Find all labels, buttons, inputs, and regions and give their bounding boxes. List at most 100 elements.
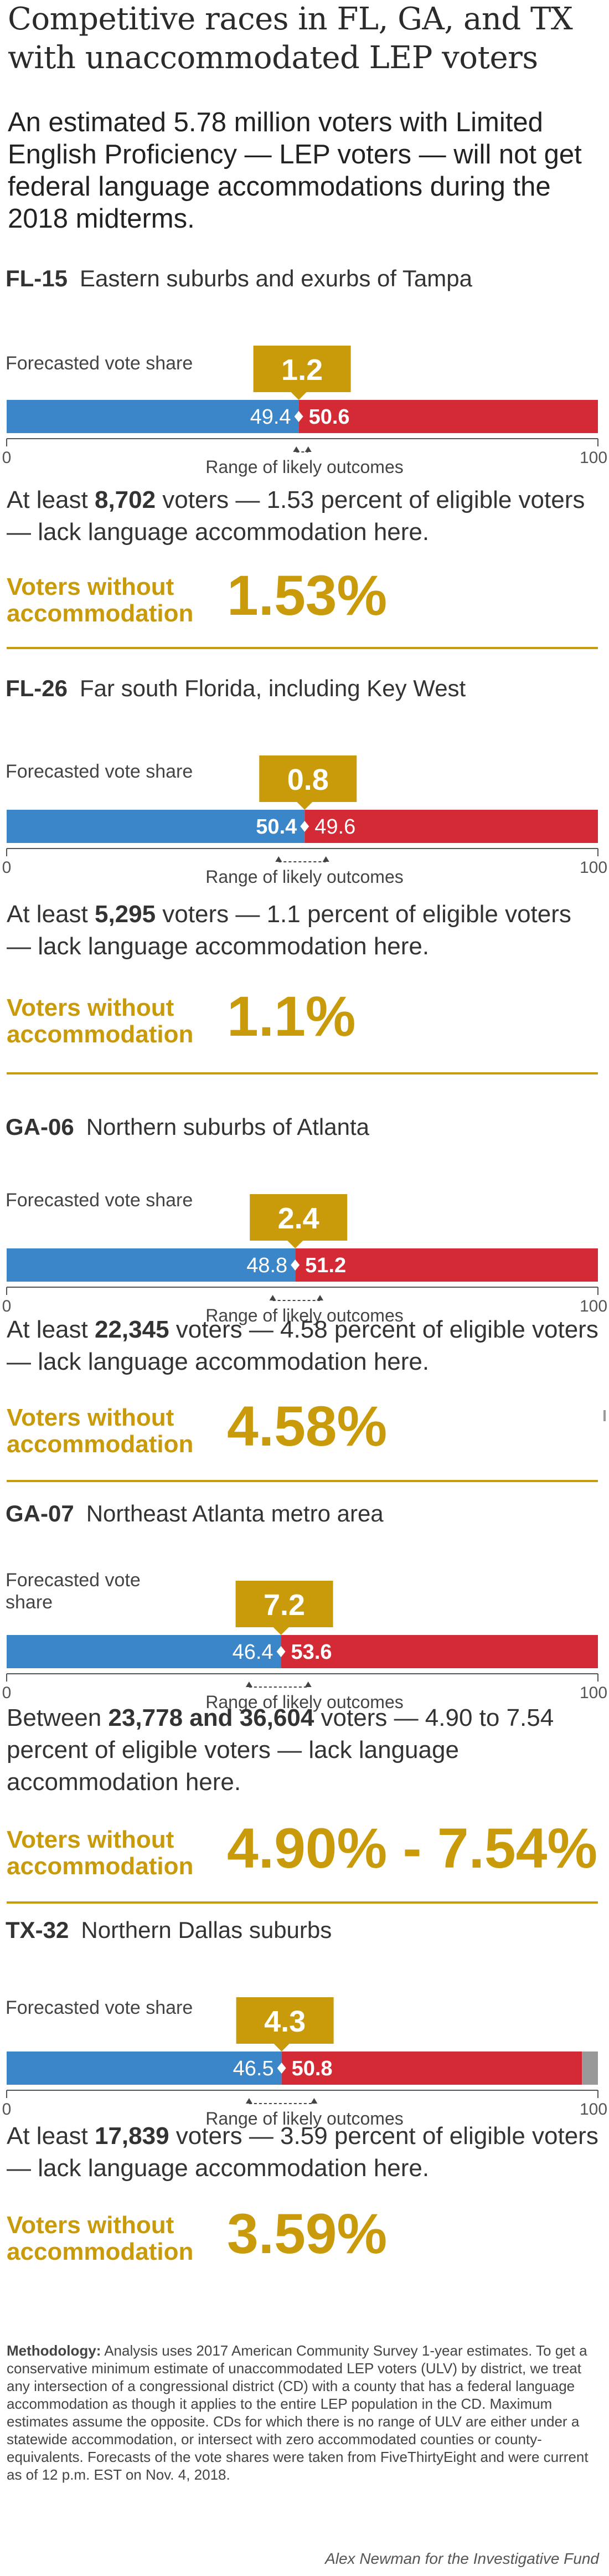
unaccommodated-percent: 1.1% [227, 985, 356, 1048]
bar-segment-dem [7, 1248, 296, 1282]
margin-value: 2.4 [278, 1202, 319, 1235]
axis-tick-label-max: 100 [580, 858, 607, 877]
unaccommodated-percent: 1.53% [227, 564, 388, 627]
unaccommodated-percent: 3.59% [227, 2202, 388, 2265]
margin-badge-pointer [287, 1241, 303, 1248]
district-header: GA-06 Northern suburbs of Atlanta [6, 1113, 369, 1141]
range-label: Range of likely outcomes [205, 1305, 404, 1325]
axis-tick-label-min: 0 [2, 1297, 12, 1315]
rep-share-label: 49.6 [314, 815, 355, 839]
bar-segment-dem [7, 810, 305, 843]
desc-prefix: At least [7, 2122, 95, 2150]
district-section: FL-15 Eastern suburbs and exurbs of Tampa… [0, 265, 609, 686]
voters-label-line2: accommodation [7, 1431, 194, 1458]
accommodation-description: At least 8,702 voters — 1.53 percent of … [7, 484, 599, 548]
range-marker-low [293, 446, 300, 452]
voters-label-line1: Voters without [7, 573, 174, 600]
rep-share-label: 50.8 [292, 2057, 333, 2080]
voters-label-line2: accommodation [7, 1853, 194, 1880]
accommodation-description: At least 5,295 voters — 1.1 percent of e… [7, 898, 599, 963]
voter-count: 8,702 [94, 486, 156, 513]
vote-share-chart: 7.2 46.4 53.6 0 100 Range of likely outcomes [2, 1581, 607, 1712]
bar-segment-rep [281, 2051, 582, 2085]
district-header: FL-15 Eastern suburbs and exurbs of Tampa [6, 265, 472, 292]
range-label: Range of likely outcomes [205, 1692, 404, 1712]
range-label: Range of likely outcomes [205, 457, 404, 477]
bar-segment-other [582, 2051, 598, 2085]
vote-share-chart: 0.8 50.4 49.6 0 100 Range of likely outcomes [2, 755, 607, 887]
range-marker-low [269, 1295, 276, 1300]
rep-share-label: 51.2 [305, 1254, 346, 1277]
margin-value: 4.3 [264, 2005, 306, 2038]
axis-tick-label-min: 0 [2, 449, 12, 467]
voter-count: 22,345 [94, 1316, 169, 1343]
voters-label-line1: Voters without [7, 2212, 174, 2239]
district-header: TX-32 Northern Dallas suburbs [6, 1916, 332, 1944]
section-divider [7, 1072, 598, 1074]
district-description: Northeast Atlanta metro area [86, 1500, 384, 1526]
district-code: TX-32 [6, 1917, 69, 1943]
axis-tick-label-max: 100 [580, 1297, 607, 1315]
forecasted-vote-share-label: Forecasted vote share [6, 1997, 193, 2018]
section-divider [7, 647, 598, 649]
margin-badge [250, 1194, 348, 1241]
axis-tick-label-max: 100 [580, 1684, 607, 1702]
desc-suffix: voters — 4.58 percent of eligible voters… [7, 1316, 598, 1375]
voters-label-line1: Voters without [7, 994, 174, 1021]
district-section: TX-32 Northern Dallas suburbs Forecasted v… [0, 1916, 609, 2337]
district-description: Northern suburbs of Atlanta [86, 1114, 370, 1140]
bar-segment-dem [7, 1635, 281, 1668]
unaccommodated-percent: 4.58% [227, 1395, 388, 1458]
voters-label-line1: Voters without [7, 1404, 174, 1431]
bar-segment-dem [7, 400, 299, 433]
edge-tick-mark [603, 1410, 606, 1421]
range-marker-low [275, 856, 282, 862]
district-section: FL-26 Far south Florida, including Key We… [0, 675, 609, 1096]
desc-prefix: At least [7, 486, 95, 513]
methodology-text: Analysis uses 2017 American Community Su… [7, 2342, 589, 2483]
desc-prefix: At least [7, 901, 95, 928]
district-code: FL-26 [6, 675, 68, 701]
dem-share-label: 48.8 [246, 1254, 287, 1277]
dem-share-label: 46.4 [233, 1641, 273, 1664]
accommodation-description: At least 17,839 voters — 3.59 percent of… [7, 2120, 599, 2184]
voters-label-line1: Voters without [7, 1826, 174, 1853]
voter-count: 5,295 [94, 901, 156, 928]
credit: Alex Newman for the Investigative Fund [325, 2550, 599, 2567]
margin-value: 7.2 [264, 1588, 305, 1622]
boundary-marker [276, 1646, 286, 1657]
forecasted-vote-share-label: Forecasted vote share [6, 761, 193, 782]
rep-share-label: 50.6 [309, 405, 350, 429]
forecasted-vote-share-label: Forecasted vote share [6, 353, 193, 374]
range-marker-high [304, 1682, 312, 1687]
desc-prefix: At least [7, 1316, 95, 1343]
boundary-marker [277, 2063, 286, 2074]
range-label: Range of likely outcomes [205, 867, 404, 887]
voters-label-line2: accommodation [7, 1021, 194, 1048]
desc-suffix: voters — 1.1 percent of eligible voters … [7, 901, 571, 960]
desc-prefix: Between [7, 1704, 109, 1731]
boundary-marker [291, 1259, 300, 1271]
bar-segment-dem [7, 2051, 282, 2085]
boundary-marker [294, 411, 303, 422]
boundary-marker [300, 821, 309, 832]
margin-value: 1.2 [281, 353, 323, 387]
district-description: Far south Florida, including Key West [80, 675, 466, 701]
methodology: Methodology: Analysis uses 2017 American… [7, 2342, 599, 2484]
district-code: FL-15 [6, 265, 68, 291]
forecasted-vote-share-label: Forecasted vote share [6, 1190, 193, 1211]
dem-share-label: 46.5 [233, 2057, 274, 2080]
accommodation-description: At least 22,345 voters — 4.58 percent of… [7, 1314, 599, 1378]
unaccommodated-percent: 4.90% - 7.54% [227, 1817, 598, 1880]
methodology-label: Methodology: [7, 2342, 101, 2359]
vote-share-chart: 2.4 48.8 51.2 0 100 Range of likely outcomes [2, 1194, 607, 1325]
desc-suffix: voters — 4.90 to 7.54 percent of eligibl… [7, 1704, 554, 1796]
voter-count: 23,778 and 36,604 [108, 1704, 314, 1731]
margin-badge [253, 346, 351, 392]
range-marker-high [317, 1295, 324, 1300]
axis-tick-label-min: 0 [2, 2100, 12, 2119]
page-title: Competitive races in FL, GA, and TX with… [8, 1, 573, 76]
desc-suffix: voters — 3.59 percent of eligible voters… [7, 2122, 598, 2182]
range-marker-high [311, 2098, 318, 2104]
margin-badge-pointer [273, 2044, 290, 2051]
